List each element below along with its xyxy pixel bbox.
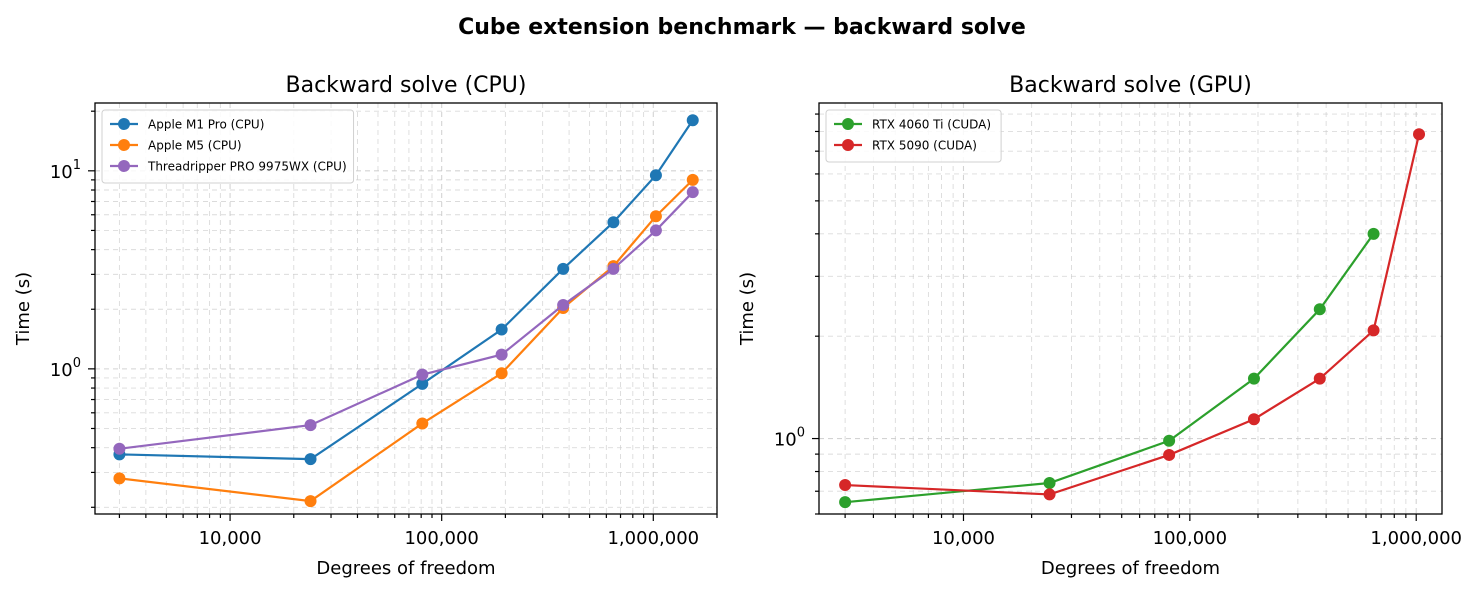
- x-tick-label: 10,000: [932, 528, 995, 549]
- axis-ticks: [88, 110, 718, 521]
- legend: RTX 4060 Ti (CUDA) RTX 5090 (CUDA): [825, 109, 1002, 163]
- series-2: [113, 186, 699, 455]
- data-point: [607, 216, 620, 229]
- legend-swatch-marker: [842, 118, 854, 130]
- data-point: [304, 495, 317, 508]
- chart-title: Backward solve (CPU): [286, 73, 527, 98]
- series-line: [845, 233, 1375, 504]
- legend: Apple M1 Pro (CPU) Apple M5 (CPU) Threadri…: [101, 109, 355, 184]
- data-point: [304, 453, 317, 466]
- data-point: [839, 479, 852, 492]
- gridlines: [819, 103, 1442, 515]
- y-axis-label: Time (s): [737, 272, 758, 346]
- legend-swatch-marker: [118, 160, 130, 172]
- y-tick-base: 10: [774, 430, 797, 451]
- y-tick-exponent: 1: [73, 158, 81, 173]
- series-line: [119, 119, 694, 461]
- x-axis-label: Degrees of freedom: [316, 558, 495, 579]
- legend-label: Apple M1 Pro (CPU): [148, 118, 264, 132]
- data-point: [113, 442, 126, 455]
- y-tick-base: 10: [50, 360, 73, 381]
- series-0: [839, 227, 1380, 509]
- x-tick-label: 1,000,000: [607, 528, 699, 549]
- data-point: [686, 186, 699, 199]
- data-point: [1313, 372, 1326, 385]
- data-point: [557, 262, 570, 275]
- plot-frame: [818, 102, 1443, 515]
- series-line: [845, 134, 1421, 496]
- chart-title: Backward solve (GPU): [1009, 73, 1252, 98]
- data-point: [686, 114, 699, 127]
- x-tick-label: 10,000: [199, 528, 262, 549]
- legend-box: [825, 109, 1002, 163]
- data-point: [304, 419, 317, 432]
- y-tick-label: 100: [774, 426, 805, 451]
- series-line: [119, 179, 694, 503]
- data-point: [649, 169, 662, 182]
- data-point: [1043, 477, 1056, 490]
- x-tick-label: 100,000: [1153, 528, 1227, 549]
- data-point: [495, 323, 508, 336]
- data-point: [649, 224, 662, 237]
- data-point: [607, 262, 620, 275]
- data-point: [416, 377, 429, 390]
- data-point: [416, 368, 429, 381]
- x-tick-label: 100,000: [404, 528, 478, 549]
- series-line: [119, 191, 694, 450]
- y-tick-exponent: 0: [797, 426, 805, 441]
- legend-swatch-marker: [118, 118, 130, 130]
- legend-label: Apple M5 (CPU): [148, 139, 242, 153]
- data-point: [113, 472, 126, 485]
- y-tick-label: 100: [50, 356, 81, 381]
- data-point: [1247, 413, 1260, 426]
- data-point: [649, 210, 662, 223]
- series-1: [839, 128, 1426, 501]
- gpu-chart-panel: 10,000 100,000 1,000,000 100 Backward solve …: [737, 73, 1462, 579]
- data-point: [1163, 434, 1176, 447]
- y-tick-base: 10: [50, 162, 73, 183]
- y-axis-label: Time (s): [13, 272, 34, 346]
- gridlines: [95, 103, 718, 514]
- y-tick-exponent: 0: [73, 356, 81, 371]
- plot-frame: [94, 102, 718, 515]
- data-point: [557, 299, 570, 312]
- legend-swatch-marker: [118, 139, 130, 151]
- data-point: [416, 417, 429, 430]
- x-axis-label: Degrees of freedom: [1041, 558, 1220, 579]
- legend-label: Threadripper PRO 9975WX (CPU): [147, 160, 347, 174]
- data-point: [1367, 324, 1380, 337]
- legend-label: RTX 4060 Ti (CUDA): [872, 118, 991, 132]
- data-point: [495, 348, 508, 361]
- data-point: [1413, 128, 1426, 141]
- legend-label: RTX 5090 (CUDA): [872, 139, 977, 153]
- data-point: [1163, 448, 1176, 461]
- data-point: [839, 496, 852, 509]
- data-point: [1367, 227, 1380, 240]
- figure-suptitle: Cube extension benchmark — backward solv…: [458, 15, 1026, 40]
- y-tick-label: 101: [50, 158, 81, 183]
- legend-swatch-marker: [842, 139, 854, 151]
- data-point: [1043, 488, 1056, 501]
- data-point: [1313, 303, 1326, 316]
- legend-box: [101, 109, 355, 184]
- axis-ticks: [812, 113, 1417, 521]
- x-tick-label: 1,000,000: [1370, 528, 1462, 549]
- data-point: [1247, 372, 1260, 385]
- data-point: [495, 367, 508, 380]
- data-point: [686, 173, 699, 186]
